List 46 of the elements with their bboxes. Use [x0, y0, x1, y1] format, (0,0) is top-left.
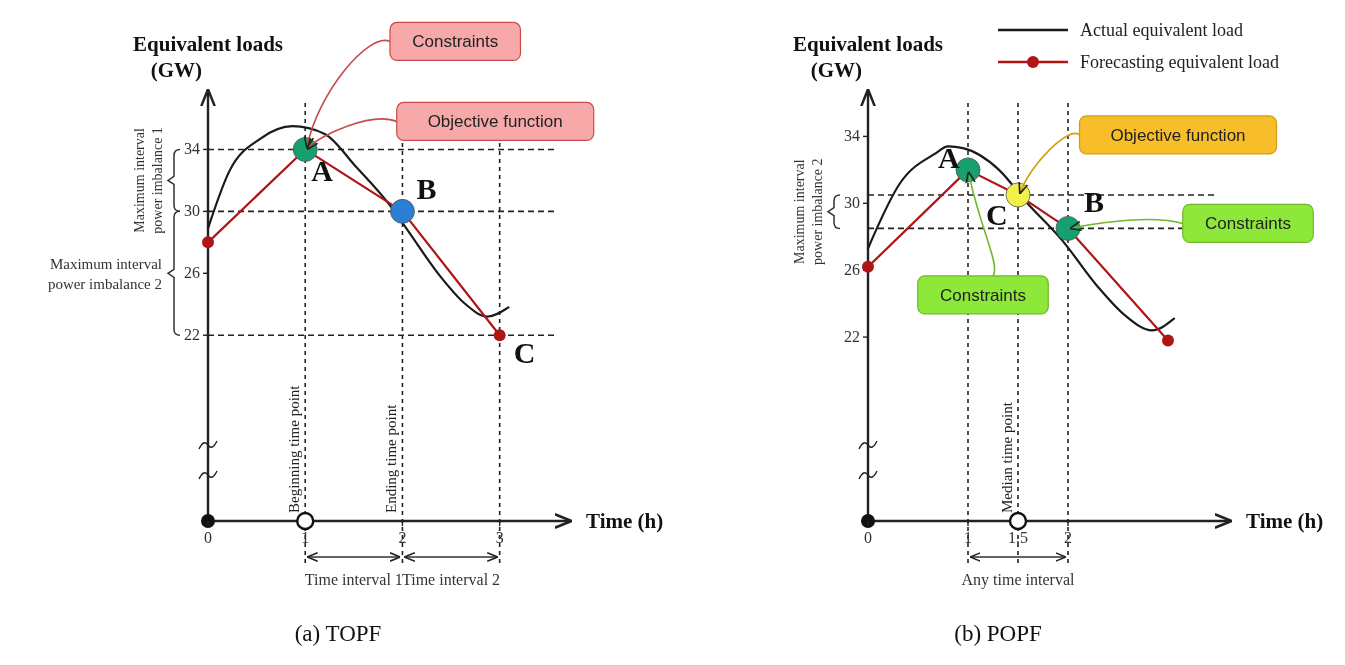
annotation: Objective function [1110, 125, 1246, 145]
annotation: C [513, 336, 536, 370]
x-tick-label: 2 [1064, 529, 1072, 546]
point [1055, 216, 1081, 241]
x-tick-label: 0 [204, 529, 212, 546]
y-axis-title: Equivalent loads (GW) [133, 32, 283, 82]
legend-label: Forecasting equivalent load [1080, 52, 1279, 72]
text: Maximum interval power imbalance 2 [47, 256, 162, 293]
annotation: A [311, 154, 334, 188]
y-tick-label: 34 [184, 140, 200, 158]
y-tick-label: 26 [184, 264, 200, 282]
y-tick-label: 26 [844, 261, 860, 279]
text: Time interval 2 [402, 571, 501, 588]
text: Maximum interval power imbalance 2 [792, 158, 825, 265]
point [1005, 182, 1031, 208]
y-tick-label: 34 [844, 127, 860, 145]
legend-label: Actual equivalent load [1080, 20, 1243, 40]
x-tick-label: 0 [864, 529, 872, 546]
x-tick-label: 3 [495, 529, 504, 546]
y-tick-label: 30 [184, 202, 200, 220]
ref-line-label: Beginning time point [286, 384, 303, 513]
text: Maximum interval power imbalance 1 [132, 127, 165, 234]
text: Any time interval [961, 571, 1075, 589]
annotation: B [416, 172, 437, 206]
text: (a) TOPF [294, 621, 382, 646]
x-tick-label: 2 [398, 529, 407, 546]
ref-line-label: Ending time point [383, 403, 400, 513]
y-tick-label: 30 [844, 194, 860, 212]
y-axis-title: Equivalent loads (GW) [793, 32, 943, 82]
text: (b) POPF [954, 621, 1042, 646]
y-tick-label: 22 [184, 326, 200, 344]
x-tick-label: 1 [301, 529, 310, 546]
text: Time interval 1 [304, 571, 403, 588]
annotation: Objective function [427, 112, 563, 132]
annotation: C [986, 197, 1008, 231]
x-tick-label: 1 [964, 529, 972, 546]
text: Constraints [412, 32, 499, 52]
annotation: Constraints [1205, 214, 1291, 234]
annotation: Constraints [940, 285, 1026, 305]
annotation: B [1084, 185, 1105, 219]
x-tick-label: 1.5 [1008, 529, 1028, 546]
x-axis-title: Time (h) [586, 509, 664, 533]
ref-line-label: Median time point [999, 401, 1015, 513]
y-tick-label: 22 [844, 328, 860, 346]
annotation: A [938, 140, 960, 174]
x-axis-title: Time (h) [1246, 509, 1324, 533]
